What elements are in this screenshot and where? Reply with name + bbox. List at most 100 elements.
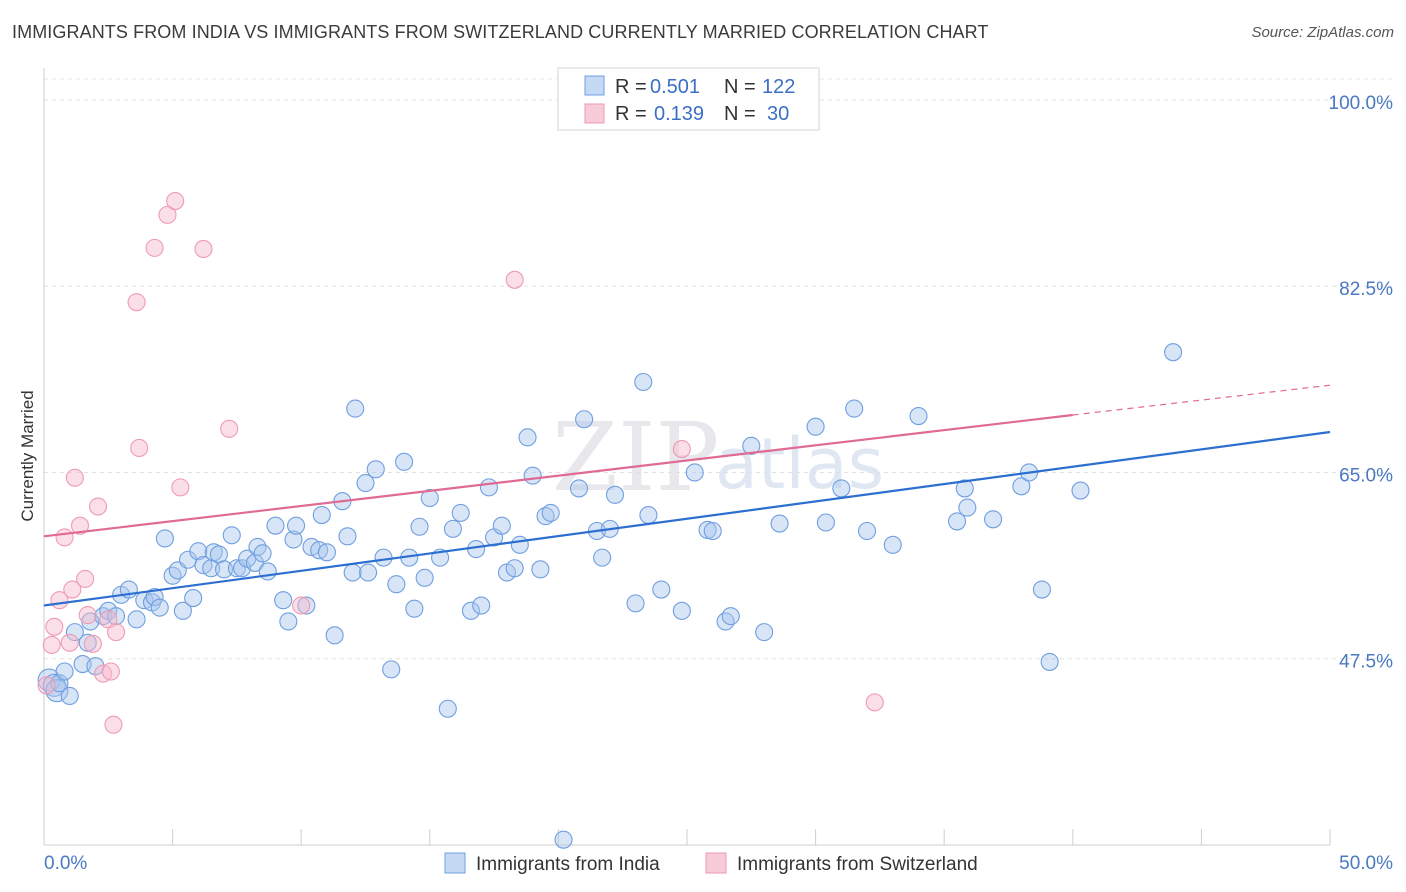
india-point — [948, 512, 967, 531]
india-point — [742, 436, 761, 455]
watermark-atlas: atlas — [715, 423, 884, 505]
india-point — [338, 527, 357, 546]
india-point — [274, 591, 293, 610]
switzerland-point — [145, 238, 164, 257]
india-point — [575, 410, 594, 429]
switzerland-trend-extension — [1072, 384, 1331, 416]
india-point — [1164, 343, 1183, 362]
india-point — [420, 488, 439, 508]
watermark-zip: ZIP — [552, 403, 719, 513]
legend-r-value-switzerland: 0.139 — [654, 103, 704, 125]
y-tick-label: 65.0% — [1339, 465, 1393, 486]
india-point — [245, 553, 264, 572]
switzerland-point — [45, 617, 64, 636]
india-point — [253, 544, 272, 563]
legend-r-label-india: R = — [615, 76, 647, 98]
india-point — [284, 530, 303, 549]
india-point — [258, 562, 277, 581]
india-point — [505, 559, 524, 578]
switzerland-point — [220, 419, 239, 438]
india-point — [492, 516, 511, 535]
india-point — [510, 535, 529, 554]
india-point — [1071, 481, 1090, 500]
india-point — [639, 505, 658, 525]
switzerland-point — [127, 293, 146, 312]
switzerland-point — [292, 596, 311, 615]
india-point — [214, 560, 234, 579]
india-point — [356, 474, 375, 493]
india-point — [523, 466, 542, 485]
legend-r-label-switzerland: R = — [615, 103, 647, 125]
india-point — [184, 589, 203, 608]
x-tick-label-max: 50.0% — [1339, 853, 1393, 874]
india-point — [415, 568, 434, 587]
legend-n-value-switzerland: 30 — [767, 103, 789, 125]
y-axis-title: Currently Married — [18, 390, 37, 521]
switzerland-point — [166, 191, 185, 211]
india-point — [685, 463, 704, 482]
source-credit: Source: ZipAtlas.com — [1251, 24, 1394, 41]
india-point — [443, 519, 462, 538]
india-point — [189, 542, 208, 561]
india-point — [266, 516, 285, 535]
india-point — [410, 517, 429, 536]
india-point — [387, 575, 406, 594]
india-point — [65, 623, 84, 642]
india-point — [325, 626, 344, 645]
switzerland-point — [88, 497, 108, 516]
switzerland-point — [65, 468, 84, 487]
y-tick-label: 47.5% — [1339, 652, 1393, 673]
switzerland-point — [505, 270, 524, 289]
legend-n-label-india: N = — [724, 76, 756, 98]
india-point — [531, 560, 550, 579]
india-point — [883, 535, 902, 554]
y-axis-labels: 47.5% 65.0% 82.5% 100.0% — [1329, 93, 1394, 673]
india-point — [150, 598, 169, 617]
india-point — [652, 580, 671, 599]
india-point — [541, 503, 560, 522]
india-point — [163, 566, 182, 585]
india-point — [857, 521, 877, 541]
india-point — [1040, 652, 1059, 671]
india-point — [634, 372, 653, 392]
india-point — [374, 548, 393, 567]
india-point — [955, 479, 974, 498]
switzerland-point — [672, 439, 691, 459]
india-point — [312, 505, 331, 525]
india-point — [472, 596, 491, 615]
switzerland-points — [37, 191, 884, 734]
switzerland-point — [158, 205, 177, 224]
y-tick-label: 82.5% — [1339, 279, 1393, 300]
india-point — [755, 623, 774, 642]
india-point — [554, 830, 573, 849]
india-point — [343, 563, 362, 582]
india-points — [37, 343, 1183, 849]
india-point — [518, 428, 537, 447]
india-point — [55, 662, 74, 681]
india-point — [909, 407, 928, 426]
legend-n-value-india: 122 — [762, 76, 795, 98]
india-point — [359, 563, 378, 582]
india-point — [984, 510, 1003, 529]
india-point — [451, 503, 470, 522]
india-point — [461, 601, 481, 620]
india-point — [626, 594, 645, 613]
switzerland-point — [37, 676, 56, 695]
switzerland-point — [171, 478, 190, 497]
india-point — [279, 612, 298, 631]
legend-r-value-india: 0.501 — [650, 76, 700, 98]
legend-swatch-switzerland — [584, 103, 605, 124]
correlation-legend: R = 0.501 N = 122 R = 0.139 N = 30 — [557, 67, 820, 131]
legend-swatch-india — [584, 75, 605, 96]
india-trend-line — [43, 430, 1331, 607]
india-point — [716, 612, 735, 631]
switzerland-point — [194, 239, 213, 258]
india-point — [832, 479, 851, 498]
india-point — [593, 548, 612, 567]
switzerland-point — [63, 580, 82, 599]
india-point — [60, 686, 79, 706]
series-legend-swatch-switzerland — [705, 852, 727, 874]
india-point — [605, 485, 625, 504]
y-tick-label: 100.0% — [1329, 93, 1394, 114]
